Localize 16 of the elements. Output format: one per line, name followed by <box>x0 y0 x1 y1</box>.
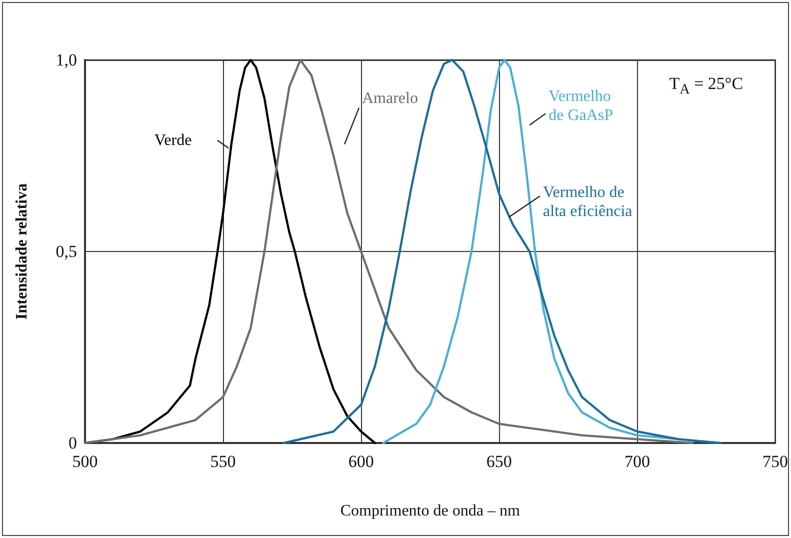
series-label: Vermelho de GaAsP <box>548 86 614 125</box>
x-axis-title: Comprimento de onda – nm <box>340 502 520 520</box>
x-tick-label: 700 <box>624 452 650 471</box>
series-label: Vermelho de alta eficiência <box>543 182 634 221</box>
text: Verde <box>154 130 193 150</box>
x-tick-label: 550 <box>210 452 236 471</box>
y-tick-label: 1,0 <box>56 50 77 70</box>
y-axis-title: Intensidade relativa <box>14 183 30 320</box>
y-tick-label: 0 <box>68 434 77 452</box>
x-tick-label: 600 <box>348 452 374 471</box>
x-tick-label: 500 <box>72 452 98 471</box>
x-tick-label: 750 <box>762 452 788 471</box>
x-tick-label: 650 <box>486 452 512 471</box>
annotation: T$_{A}$ = 25°C <box>669 74 744 100</box>
text: Amarelo <box>362 88 419 108</box>
y-tick-label: 0,5 <box>56 242 77 261</box>
